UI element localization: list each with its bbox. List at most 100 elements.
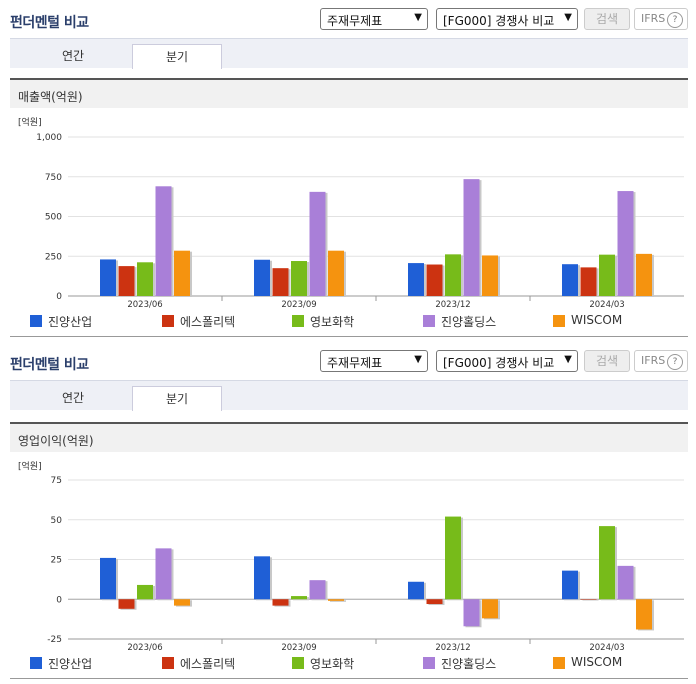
unit-label: [억원] bbox=[18, 116, 42, 128]
y-tick-label: 750 bbox=[45, 173, 62, 183]
fundamental-section-operating-profit: 펀더멘털 비교 주재무제표 ▼ [FG000] 경쟁사 비교 ▼ 검색 IFRS… bbox=[0, 342, 696, 679]
search-button[interactable]: 검색 bbox=[584, 350, 630, 372]
bar[interactable] bbox=[562, 264, 578, 296]
bar[interactable] bbox=[445, 516, 461, 600]
bar[interactable] bbox=[272, 599, 289, 606]
y-tick-label: 75 bbox=[51, 476, 62, 486]
y-tick-label: 0 bbox=[56, 292, 62, 302]
bar[interactable] bbox=[155, 548, 172, 600]
legend-label: 에스폴리텍 bbox=[180, 315, 236, 329]
bar[interactable] bbox=[291, 261, 307, 296]
legend-label: 진양홀딩스 bbox=[441, 657, 497, 671]
x-tick-label: 2023/12 bbox=[435, 643, 470, 652]
bar[interactable] bbox=[463, 179, 480, 296]
operating-profit-chart: [억원] -25 0 25 50 75 2023/06 2023/09 2023/12 2024/… bbox=[18, 460, 684, 652]
bar[interactable] bbox=[291, 596, 307, 600]
bar[interactable] bbox=[155, 186, 172, 296]
x-tick-label: 2023/06 bbox=[127, 300, 162, 308]
bar[interactable] bbox=[636, 253, 652, 296]
peer-group-select[interactable]: [FG000] 경쟁사 비교 ▼ bbox=[436, 350, 578, 372]
bar[interactable] bbox=[426, 264, 443, 296]
y-tick-label: 50 bbox=[51, 516, 63, 526]
legend-swatch bbox=[30, 657, 42, 669]
tab-annual[interactable]: 연간 bbox=[61, 49, 85, 63]
bar[interactable] bbox=[309, 580, 326, 600]
help-icon[interactable]: ? bbox=[667, 354, 683, 370]
bar[interactable] bbox=[118, 599, 135, 609]
x-tick-label: 2023/09 bbox=[281, 300, 316, 308]
legend-label: 진양홀딩스 bbox=[441, 315, 497, 329]
bar[interactable] bbox=[599, 254, 615, 296]
tab-annual[interactable]: 연간 bbox=[61, 391, 85, 405]
bar[interactable] bbox=[617, 191, 634, 296]
chevron-down-icon: ▼ bbox=[414, 354, 422, 365]
tab-quarterly[interactable]: 분기 bbox=[132, 386, 222, 411]
x-tick-label: 2023/12 bbox=[435, 300, 470, 308]
bar[interactable] bbox=[328, 250, 344, 296]
bar[interactable] bbox=[328, 599, 344, 601]
section-divider bbox=[10, 678, 688, 679]
bar[interactable] bbox=[636, 599, 652, 630]
unit-label: [억원] bbox=[18, 460, 42, 472]
statement-type-select[interactable]: 주재무제표 ▼ bbox=[320, 350, 428, 372]
period-tabs: 연간 분기 bbox=[10, 38, 688, 69]
legend-label: 에스폴리텍 bbox=[180, 657, 236, 671]
bar[interactable] bbox=[309, 191, 326, 296]
ifrs-button[interactable]: IFRS ? bbox=[634, 8, 688, 30]
y-tick-label: 250 bbox=[45, 252, 62, 262]
x-tick-label: 2024/03 bbox=[589, 643, 624, 652]
legend-label: WISCOM bbox=[571, 655, 623, 669]
bar[interactable] bbox=[426, 599, 443, 605]
legend-swatch bbox=[423, 657, 435, 669]
y-tick-label: 1,000 bbox=[36, 133, 62, 143]
legend-swatch bbox=[162, 315, 174, 327]
bar[interactable] bbox=[174, 250, 190, 296]
bar-shadow bbox=[330, 600, 346, 602]
section-divider bbox=[10, 336, 688, 337]
bar[interactable] bbox=[174, 599, 190, 606]
bar[interactable] bbox=[100, 259, 116, 296]
bar[interactable] bbox=[580, 267, 597, 296]
legend-swatch bbox=[30, 315, 42, 327]
bar[interactable] bbox=[254, 259, 270, 296]
bar[interactable] bbox=[408, 263, 424, 296]
period-tabs: 연간 분기 bbox=[10, 380, 688, 411]
section-title: 펀더멘털 비교 bbox=[10, 357, 89, 373]
y-tick-label: 25 bbox=[51, 556, 62, 566]
bar[interactable] bbox=[408, 581, 424, 600]
legend-swatch bbox=[292, 657, 304, 669]
statement-type-value: 주재무제표 bbox=[327, 14, 383, 28]
help-icon[interactable]: ? bbox=[667, 12, 683, 28]
statement-type-select[interactable]: 주재무제표 ▼ bbox=[320, 8, 428, 30]
tab-quarterly[interactable]: 분기 bbox=[132, 44, 222, 69]
chevron-down-icon: ▼ bbox=[564, 12, 572, 23]
legend-label: WISCOM bbox=[571, 313, 623, 327]
fundamental-section-sales: 펀더멘털 비교 주재무제표 ▼ [FG000] 경쟁사 비교 ▼ 검색 IFRS… bbox=[0, 0, 696, 337]
section-title: 펀더멘털 비교 bbox=[10, 15, 89, 31]
bar[interactable] bbox=[617, 565, 634, 600]
sales-chart: [억원] 0 250 500 750 1,000 2023/06 2023/09 2023/12… bbox=[18, 116, 684, 308]
bar[interactable] bbox=[482, 255, 498, 296]
legend-swatch bbox=[423, 315, 435, 327]
bar[interactable] bbox=[482, 599, 498, 619]
peer-group-value: [FG000] 경쟁사 비교 bbox=[443, 356, 555, 370]
bar[interactable] bbox=[254, 556, 270, 600]
bar[interactable] bbox=[137, 262, 153, 296]
legend-label: 영보화학 bbox=[310, 315, 355, 329]
statement-type-value: 주재무제표 bbox=[327, 356, 383, 370]
bar[interactable] bbox=[137, 584, 153, 600]
bar[interactable] bbox=[463, 599, 480, 627]
peer-group-select[interactable]: [FG000] 경쟁사 비교 ▼ bbox=[436, 8, 578, 30]
bar[interactable] bbox=[580, 599, 597, 600]
legend-label: 진양산업 bbox=[48, 315, 93, 329]
ifrs-button[interactable]: IFRS ? bbox=[634, 350, 688, 372]
bar[interactable] bbox=[100, 557, 116, 600]
bar[interactable] bbox=[272, 268, 289, 296]
ifrs-label: IFRS bbox=[641, 12, 666, 25]
bar[interactable] bbox=[445, 254, 461, 296]
bar[interactable] bbox=[118, 266, 135, 296]
x-tick-label: 2023/09 bbox=[281, 643, 316, 652]
bar[interactable] bbox=[562, 570, 578, 600]
bar[interactable] bbox=[599, 526, 615, 600]
search-button[interactable]: 검색 bbox=[584, 8, 630, 30]
